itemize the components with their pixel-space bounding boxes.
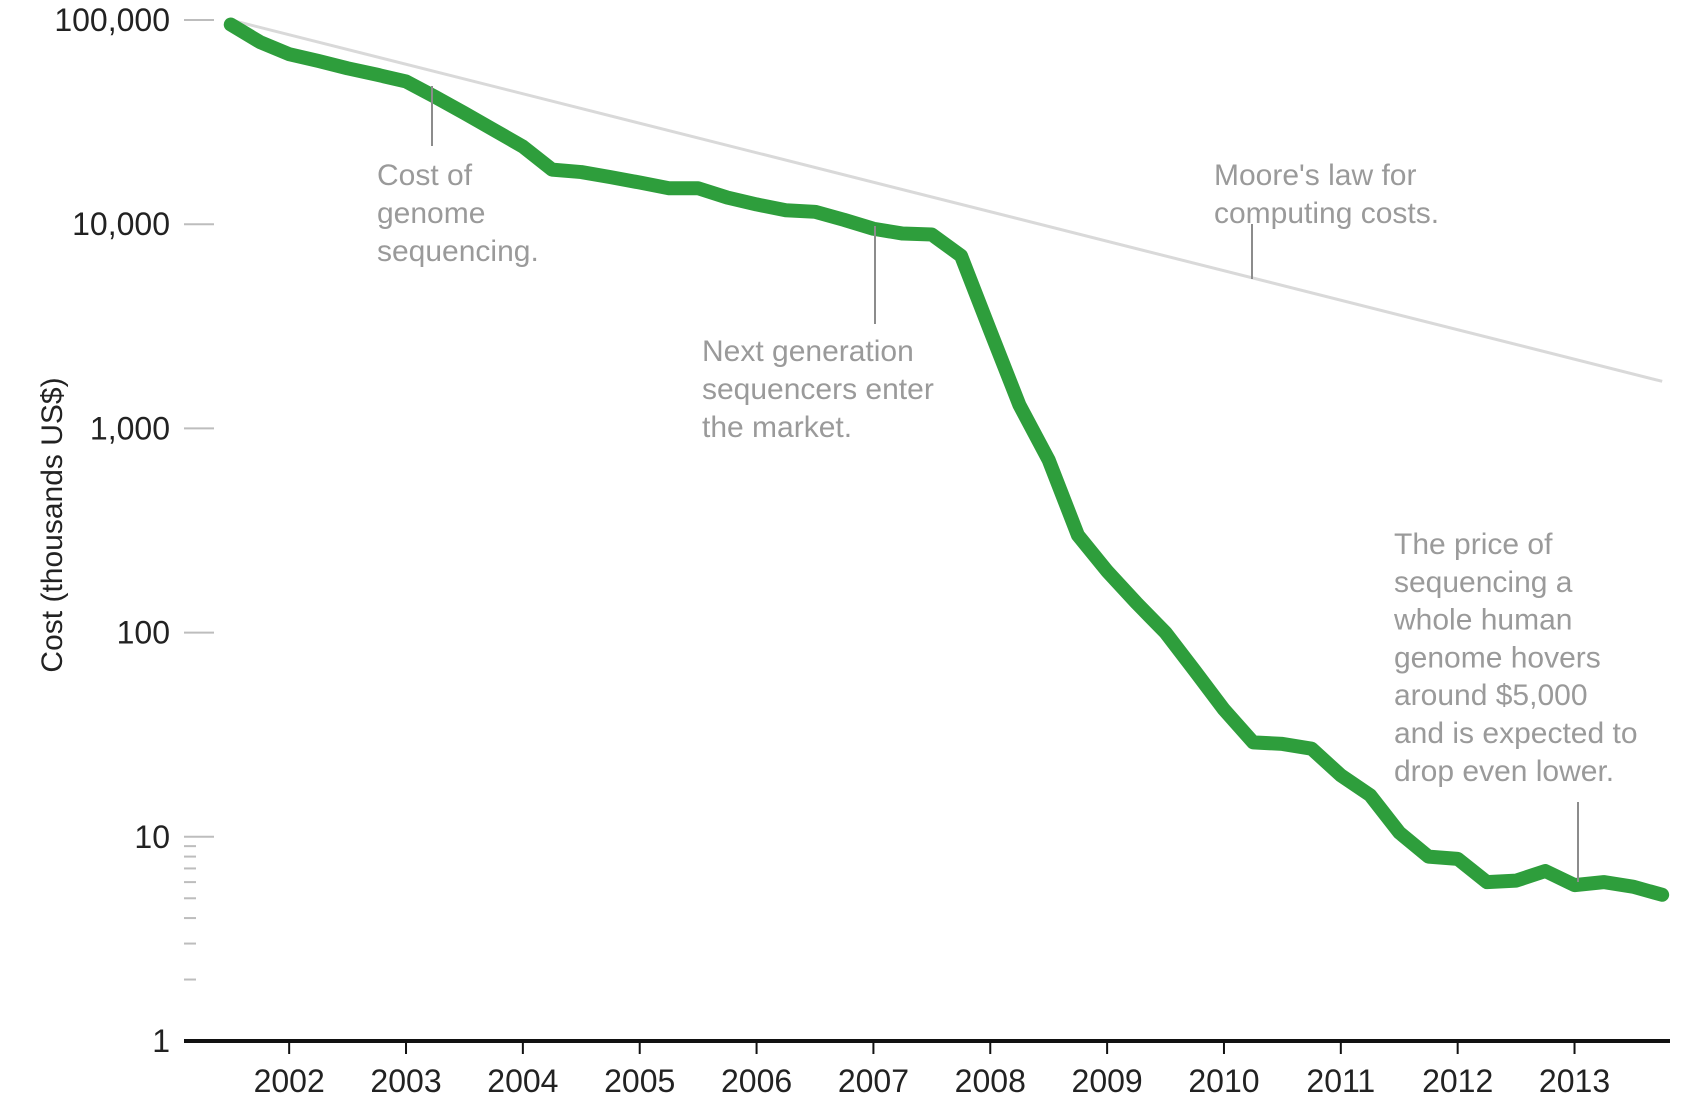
sequencing-cost-point xyxy=(1222,708,1225,711)
sequencing-cost-point xyxy=(521,145,524,148)
sequencing-cost-point xyxy=(258,41,261,44)
sequencing-cost-point xyxy=(317,59,320,62)
annotation-text-genome: Cost of xyxy=(377,159,473,192)
sequencing-cost-point xyxy=(1193,669,1196,672)
y-tick-label: 100 xyxy=(117,615,170,651)
sequencing-cost-point xyxy=(492,128,495,131)
sequencing-cost-point xyxy=(1427,855,1430,858)
annotation-text-genome: sequencing. xyxy=(377,235,539,268)
sequencing-cost-point xyxy=(989,329,992,332)
sequencing-cost-point xyxy=(1544,870,1547,873)
annotation-text-genome: genome xyxy=(377,197,485,230)
y-tick-label: 10,000 xyxy=(72,206,170,242)
sequencing-cost-point xyxy=(288,53,291,56)
sequencing-cost-point xyxy=(1369,794,1372,797)
sequencing-cost-point xyxy=(551,168,554,171)
x-tick-label: 2011 xyxy=(1306,1063,1375,1099)
sequencing-cost-point xyxy=(726,196,729,199)
x-tick-label: 2002 xyxy=(254,1063,325,1099)
sequencing-cost-point xyxy=(784,209,787,212)
sequencing-cost-point xyxy=(667,187,670,190)
x-axis: 2002 2003 2004 2005 2006 2007 2008 2009 2010 2011… xyxy=(184,1039,1670,1099)
x-tick-label: 2010 xyxy=(1188,1063,1259,1099)
y-axis: 100,000 10,000 1,000 100 10 1 xyxy=(54,2,214,1059)
sequencing-cost-point xyxy=(1456,857,1459,860)
y-axis-title: Cost (thousands US$) xyxy=(36,377,69,672)
x-tick-label: 2013 xyxy=(1539,1063,1610,1099)
y-tick-label: 1 xyxy=(152,1023,170,1059)
sequencing-cost-point xyxy=(1047,459,1050,462)
sequencing-cost-point xyxy=(1661,893,1664,896)
sequencing-cost-point xyxy=(1164,631,1167,634)
sequencing-cost-point xyxy=(901,232,904,235)
x-tick-label: 2008 xyxy=(955,1063,1026,1099)
x-tick-label: 2007 xyxy=(838,1063,909,1099)
sequencing-cost-point xyxy=(1076,534,1079,537)
x-tick-label: 2004 xyxy=(487,1063,558,1099)
sequencing-cost-point xyxy=(1602,881,1605,884)
sequencing-cost-point xyxy=(1573,884,1576,887)
moores-law-line xyxy=(230,18,1663,383)
sequencing-cost-point xyxy=(1631,885,1634,888)
sequencing-cost-point xyxy=(1135,601,1138,604)
x-tick-label: 2005 xyxy=(604,1063,675,1099)
annotation-text-price: genome hovers xyxy=(1394,641,1601,674)
sequencing-cost-point xyxy=(434,95,437,98)
annotation-layer: Cost of genome sequencing. Next generation s… xyxy=(377,86,1638,882)
sequencing-cost-point xyxy=(463,112,466,115)
sequencing-cost-point xyxy=(1106,570,1109,573)
sequencing-cost-point xyxy=(346,67,349,70)
sequencing-cost-point xyxy=(609,176,612,179)
annotation-text-price: sequencing a xyxy=(1394,566,1573,599)
annotation-text-moore: computing costs. xyxy=(1214,197,1439,230)
sequencing-cost-point xyxy=(580,171,583,174)
sequencing-cost-line xyxy=(223,17,1670,902)
x-tick-label: 2009 xyxy=(1072,1063,1143,1099)
annotation-text-moore: Moore's law for xyxy=(1214,159,1416,192)
sequencing-cost-point xyxy=(1485,881,1488,884)
annotation-text-nextgen: Next generation xyxy=(702,335,914,368)
sequencing-cost-point xyxy=(813,210,816,213)
annotation-text-price: drop even lower. xyxy=(1394,755,1614,788)
sequencing-cost-point xyxy=(697,187,700,190)
y-tick-label: 100,000 xyxy=(54,2,170,38)
sequencing-cost-point xyxy=(1310,747,1313,750)
sequencing-cost-point xyxy=(960,254,963,257)
y-tick-label: 1,000 xyxy=(90,410,170,446)
sequencing-cost-point xyxy=(1339,774,1342,777)
sequencing-cost-point xyxy=(375,73,378,76)
sequencing-cost-point xyxy=(229,23,232,26)
annotation-text-nextgen: the market. xyxy=(702,411,852,444)
sequencing-cost-point xyxy=(1281,742,1284,745)
sequencing-cost-point xyxy=(1515,879,1518,882)
sequencing-cost-point xyxy=(872,227,875,230)
annotation-text-price: around $5,000 xyxy=(1394,679,1588,712)
annotation-text-price: whole human xyxy=(1393,604,1572,637)
y-tick-label: 10 xyxy=(134,819,170,855)
annotation-text-price: The price of xyxy=(1394,528,1553,561)
x-tick-label: 2003 xyxy=(370,1063,441,1099)
sequencing-cost-point xyxy=(405,80,408,83)
sequencing-cost-point xyxy=(1252,741,1255,744)
x-tick-label: 2012 xyxy=(1422,1063,1493,1099)
sequencing-cost-point xyxy=(930,233,933,236)
sequencing-cost-point xyxy=(1018,404,1021,407)
annotation-text-nextgen: sequencers enter xyxy=(702,373,934,406)
sequencing-cost-point xyxy=(638,181,641,184)
sequencing-cost-point xyxy=(1398,831,1401,834)
sequencing-cost-point xyxy=(755,203,758,206)
series-layer xyxy=(223,17,1670,902)
x-tick-label: 2006 xyxy=(721,1063,792,1099)
sequencing-cost-point xyxy=(843,218,846,221)
annotation-text-price: and is expected to xyxy=(1394,717,1638,750)
